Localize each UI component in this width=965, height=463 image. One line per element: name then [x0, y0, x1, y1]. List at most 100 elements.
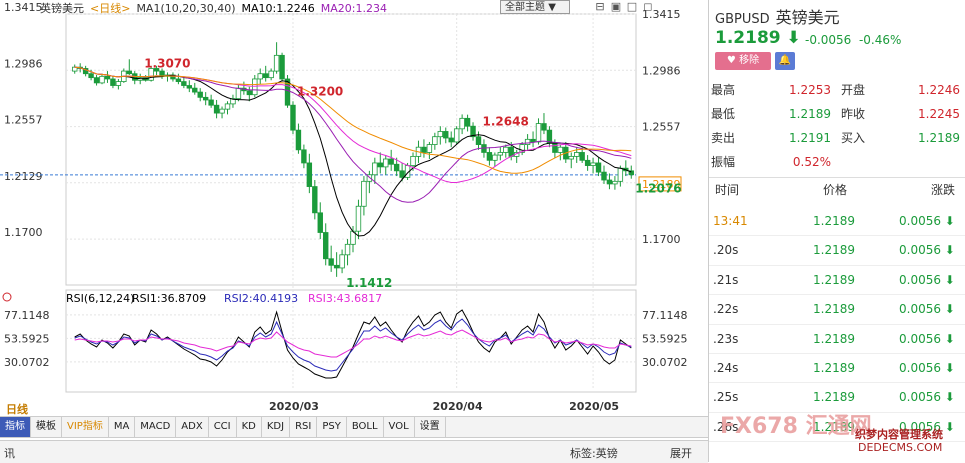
- candle-body: [410, 155, 416, 166]
- candle-body: [366, 174, 373, 182]
- candle-body: [186, 85, 193, 89]
- status-left: 讯: [4, 447, 15, 460]
- change-value: -0.0056: [805, 33, 852, 47]
- candle-body: [388, 158, 394, 165]
- ticks-header-time: 时间: [715, 183, 740, 197]
- settings-icon[interactable]: ▣: [610, 0, 622, 13]
- chevron-down-icon: ▼: [548, 2, 556, 13]
- candle-body: [470, 125, 476, 138]
- candle-body: [339, 254, 345, 269]
- tick-price: 1.2189: [813, 360, 855, 375]
- ticks-header: 时间 价格 涨跌: [709, 177, 965, 202]
- indicator-tab[interactable]: MACD: [135, 417, 177, 437]
- x-tick-label: 2020/04: [433, 400, 483, 413]
- candle-body: [355, 205, 362, 232]
- indicator-tab[interactable]: VIP指标: [62, 417, 109, 437]
- indicator-tab[interactable]: KDJ: [262, 417, 291, 437]
- watermark-cn: 汇通网: [805, 414, 872, 439]
- quote-change: -0.0056 -0.46%: [805, 33, 901, 47]
- price-chart[interactable]: 1.3415 1.3415 1.2986 1.2986 1.2557 1.2557 1.21…: [0, 0, 708, 416]
- candle-body: [219, 108, 225, 114]
- price-value: 1.2189: [715, 28, 781, 48]
- quote-row: 最低 1.2189 昨收 1.2245: [709, 102, 965, 126]
- indicator-tab[interactable]: VOL: [384, 417, 415, 437]
- rsi-line: [74, 318, 632, 372]
- indicator-tab[interactable]: RSI: [290, 417, 318, 437]
- quote-value: 1.2253: [789, 83, 831, 97]
- y-tick-right: 1.2557: [642, 121, 681, 134]
- candle-body: [104, 75, 111, 80]
- maximize-icon[interactable]: ◻: [643, 0, 653, 13]
- candle-body: [273, 54, 280, 72]
- indicator-tab[interactable]: 指标: [0, 417, 31, 437]
- rsi-line: [74, 309, 632, 379]
- ma20-label: MA20:1.234: [320, 2, 387, 15]
- candle-body: [268, 70, 274, 79]
- y-tick-left: 1.1700: [4, 226, 43, 239]
- indicator-tab[interactable]: 设置: [415, 417, 446, 437]
- candle-body: [574, 152, 580, 157]
- ticks-header-change: 涨跌: [931, 183, 956, 197]
- quote-value: 1.2191: [789, 131, 831, 145]
- candle-body: [235, 87, 242, 100]
- candle-body: [393, 163, 400, 172]
- candle-body: [557, 146, 564, 153]
- candle-body: [492, 154, 498, 161]
- candle-body: [93, 77, 100, 84]
- tick-time: 13:41: [713, 214, 748, 228]
- tick-change: 0.0056 ⬇: [899, 243, 955, 258]
- indicator-tab[interactable]: CCI: [209, 417, 237, 437]
- site-watermark-en: DEDECMS.COM: [858, 441, 943, 454]
- indicator-tab[interactable]: PSY: [317, 417, 347, 437]
- rsi-plot-frame: [65, 289, 637, 393]
- period-tab[interactable]: 日线: [6, 403, 28, 416]
- rsi-legend: RSI3:43.6817: [308, 292, 382, 305]
- rsi-legend: RSI(6,12,24): [66, 292, 134, 305]
- indicator-tab[interactable]: BOLL: [347, 417, 384, 437]
- indicator-tab[interactable]: KD: [237, 417, 262, 437]
- indicator-tab[interactable]: 模板: [31, 417, 62, 437]
- quote-key: 昨收: [841, 107, 866, 121]
- indicator-tab[interactable]: MA: [109, 417, 136, 437]
- candle-body: [197, 91, 203, 98]
- quote-row: 最高 1.2253 开盘 1.2246: [709, 78, 965, 102]
- status-bar: 讯 标签:英镑 展开: [0, 440, 708, 463]
- indicator-tab[interactable]: ADX: [176, 417, 209, 437]
- theme-label: 全部主题: [505, 2, 545, 13]
- remove-button[interactable]: ♥ 移除: [715, 52, 771, 70]
- quote-value: 1.2245: [918, 107, 960, 121]
- tick-change: 0.0056 ⬇: [899, 390, 955, 405]
- tick-time: .23s: [713, 331, 739, 346]
- ticks-list: 13:41 1.2189 0.0056 ⬇ .20s 1.2189 0.0056 ⬇ .21…: [709, 207, 965, 443]
- candle-body: [301, 149, 307, 164]
- quote-value: 1.2246: [918, 83, 960, 97]
- tick-time: .22s: [713, 302, 739, 317]
- chart-legend: 英镑美元 <日线> MA1(10,20,30,40) MA10:1.2246 MA20:…: [40, 0, 393, 15]
- tick-row: .21s 1.2189 0.0056 ⬇: [709, 266, 965, 296]
- price-annotation: 1.3200: [297, 84, 343, 98]
- candle-body: [497, 152, 504, 156]
- tick-change: 0.0056 ⬇: [899, 214, 955, 228]
- tick-price: 1.2189: [813, 243, 855, 258]
- tick-price: 1.2189: [813, 331, 855, 346]
- candle-body: [323, 232, 329, 260]
- rsi-legend: RSI1:36.8709: [132, 292, 206, 305]
- minimize-icon[interactable]: ⊟: [595, 0, 605, 13]
- restore-icon[interactable]: □: [626, 0, 638, 13]
- period-label-top: <日线>: [90, 2, 131, 15]
- rsi-settings-icon: [2, 292, 12, 302]
- candle-body: [110, 78, 116, 86]
- rsi-tick-left: 30.0702: [4, 356, 50, 369]
- candle-body: [153, 68, 160, 72]
- candle-body: [617, 167, 624, 182]
- candle-body: [344, 243, 351, 256]
- candle-body: [328, 258, 334, 266]
- ma-label: MA1(10,20,30,40): [136, 2, 236, 15]
- expand-button[interactable]: 展开: [670, 447, 692, 460]
- watermark-brand: FX678: [720, 414, 798, 439]
- alert-button[interactable]: 🔔: [775, 52, 795, 70]
- candle-body: [432, 136, 438, 145]
- candle-body: [421, 146, 427, 153]
- theme-select[interactable]: 全部主题 ▼: [500, 0, 570, 14]
- candle-body: [399, 170, 405, 178]
